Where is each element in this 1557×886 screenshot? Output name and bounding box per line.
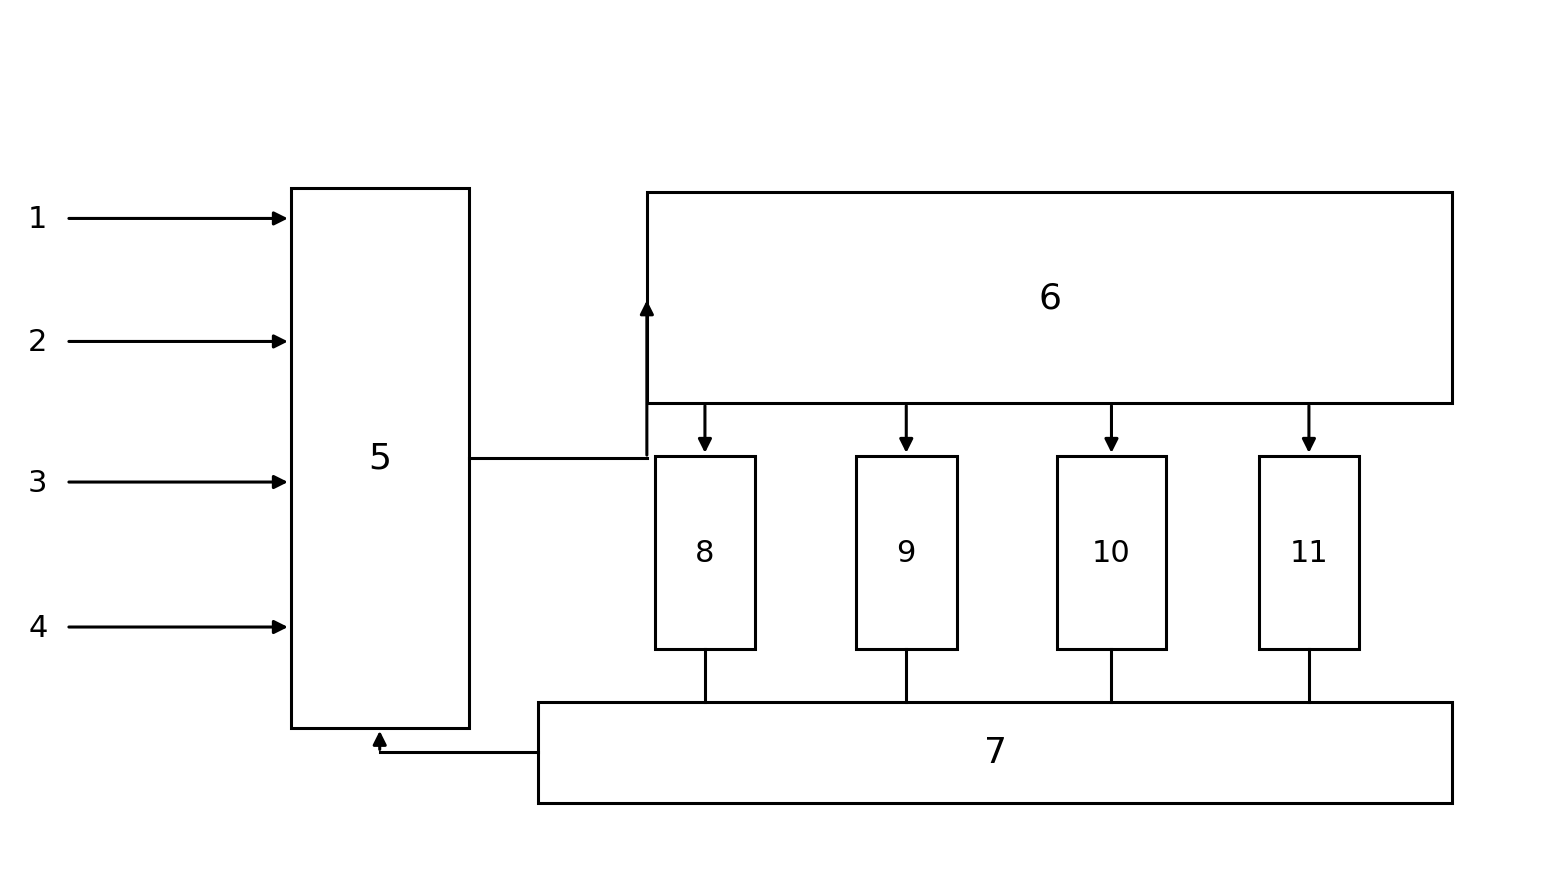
Text: 7: 7 (984, 735, 1007, 769)
Text: 4: 4 (28, 613, 48, 641)
Bar (856, 456, 956, 649)
Bar (1258, 456, 1359, 649)
Text: 6: 6 (1039, 281, 1060, 315)
Text: 3: 3 (28, 468, 48, 497)
Bar (1057, 456, 1166, 649)
Bar (291, 189, 469, 728)
Bar (539, 702, 1453, 803)
Bar (654, 456, 755, 649)
Text: 1: 1 (28, 205, 48, 234)
Bar (646, 193, 1453, 403)
Text: 10: 10 (1091, 538, 1130, 567)
Text: 9: 9 (897, 538, 916, 567)
Text: 5: 5 (367, 441, 391, 476)
Text: 2: 2 (28, 328, 48, 356)
Text: 8: 8 (694, 538, 715, 567)
Text: 11: 11 (1289, 538, 1328, 567)
